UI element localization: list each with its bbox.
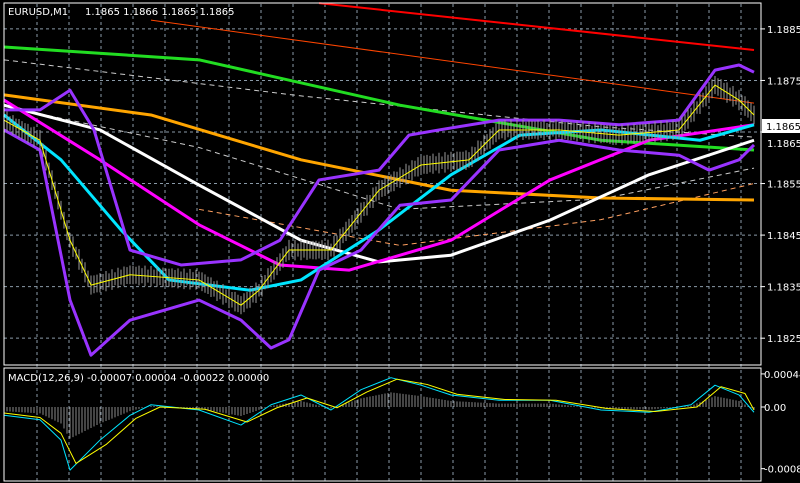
current-price-box <box>762 119 800 133</box>
chart-title: EURUSD,M1 <box>8 7 68 18</box>
macd-series-line-0 <box>3 377 755 471</box>
main-series-line-9 <box>3 113 755 292</box>
y-tick-label: 1.1875 <box>767 76 800 87</box>
macd-tick-label: 0.00044 <box>764 370 800 381</box>
macd-series-layer <box>3 377 755 471</box>
y-tick-label: 1.1845 <box>767 231 800 242</box>
y-tick-label: 1.1835 <box>767 283 800 294</box>
main-series-line-6 <box>3 93 755 202</box>
main-series-line-12 <box>3 84 755 306</box>
grid <box>4 4 761 481</box>
main-series-layer <box>3 2 756 357</box>
y-tick-label: 1.1825 <box>767 334 800 345</box>
main-series-line-5 <box>3 45 755 152</box>
main-series-line-1 <box>150 19 755 104</box>
macd-series-line-1 <box>3 378 755 464</box>
current-price-label: 1.1865 <box>766 122 800 133</box>
y-tick-label: 1.1865 <box>767 139 800 150</box>
main-series-line-2 <box>3 59 755 138</box>
macd-tick-label: 0.00 <box>764 403 786 414</box>
main-series-line-8 <box>3 98 755 272</box>
macd-title: MACD(12,26,9) -0.00007 0.00004 -0.00022 … <box>8 373 269 384</box>
main-series-line-11 <box>3 128 756 357</box>
macd-panel-border <box>3 367 762 482</box>
y-tick-label: 1.1855 <box>767 180 800 191</box>
ohlc-values: 1.1865 1.1866 1.1865 1.1865 <box>85 7 235 18</box>
price-axis[interactable]: 1.1885 1.1875 1.1865 1.1855 1.1845 1.1835 1.18… <box>761 25 800 476</box>
y-tick-label: 1.1885 <box>767 25 800 36</box>
main-series-line-4 <box>198 183 755 246</box>
main-series-line-10 <box>4 63 755 267</box>
macd-tick-label: -0.00082 <box>764 465 800 476</box>
main-series-line-3 <box>3 105 755 210</box>
main-series-line-0 <box>318 2 755 52</box>
